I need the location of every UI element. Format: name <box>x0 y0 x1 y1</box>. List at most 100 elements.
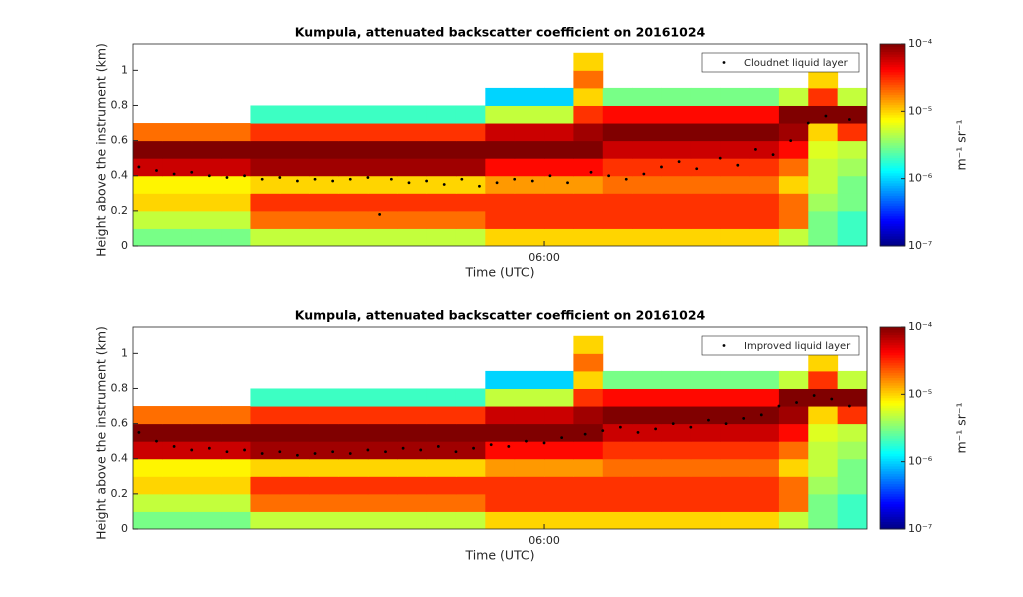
colorbar-slice <box>880 420 905 424</box>
colorbar-slice <box>880 425 905 429</box>
cell <box>544 158 574 177</box>
legend-marker <box>722 61 726 64</box>
cell <box>367 441 398 460</box>
colorbar-slice <box>880 428 905 432</box>
cell <box>808 493 839 512</box>
colorbar-slice <box>880 511 905 515</box>
liquid-layer-point <box>771 153 775 157</box>
cell <box>837 140 867 159</box>
cell <box>367 458 398 477</box>
cell <box>133 406 163 425</box>
cell <box>690 175 721 194</box>
cell <box>632 511 662 529</box>
colorbar-label: m⁻¹ sr⁻¹ <box>954 402 969 453</box>
cell <box>720 87 751 106</box>
colorbar-slice <box>880 122 905 126</box>
cell <box>837 423 867 442</box>
liquid-layer-point <box>695 167 699 171</box>
x-axis-label: Time (UTC) <box>464 265 534 280</box>
cell <box>573 105 604 124</box>
cell <box>397 493 428 512</box>
cell <box>837 406 867 425</box>
colorbar-slice <box>880 157 905 161</box>
cell <box>426 105 457 124</box>
cell <box>544 406 574 425</box>
liquid-layer-point <box>478 184 481 188</box>
colorbar-slice <box>880 337 905 341</box>
liquid-layer-point <box>460 177 464 181</box>
colorbar-slice <box>880 380 905 384</box>
liquid-layer-point <box>442 183 446 186</box>
cell <box>162 123 193 142</box>
cell <box>191 511 222 529</box>
liquid-layer-point <box>624 177 628 181</box>
colorbar-slice <box>880 475 905 479</box>
cell <box>133 140 163 159</box>
cell <box>397 406 428 425</box>
colorbar-slice <box>880 332 905 336</box>
cell <box>221 210 251 229</box>
cell <box>250 388 281 407</box>
cell <box>338 493 369 512</box>
colorbar-slice <box>880 127 905 131</box>
cell <box>455 388 486 407</box>
cell <box>690 511 721 529</box>
colorbar-slice <box>880 352 905 356</box>
liquid-layer-point <box>671 422 675 426</box>
cell <box>808 123 839 142</box>
cell <box>602 228 633 246</box>
liquid-layer-point <box>566 181 569 185</box>
cell <box>191 158 222 177</box>
colorbar-slice <box>880 372 905 376</box>
cell <box>397 140 428 159</box>
cell <box>778 158 809 177</box>
colorbar-slice <box>880 412 905 416</box>
cell <box>514 140 545 159</box>
liquid-layer-point <box>742 416 746 420</box>
cell <box>221 441 251 460</box>
cell <box>221 123 251 142</box>
cell <box>455 193 486 212</box>
colorbar-slice <box>880 66 905 70</box>
cell <box>426 476 457 495</box>
cell <box>279 441 310 460</box>
cell <box>749 423 780 442</box>
cell <box>690 493 721 512</box>
colorbar-slice <box>880 385 905 389</box>
cell <box>162 511 193 529</box>
colorbar-slice <box>880 402 905 406</box>
cell <box>367 158 398 177</box>
colorbar-slice <box>880 112 905 116</box>
colorbar-slice <box>880 172 905 176</box>
colorbar-slice <box>880 89 905 93</box>
cell <box>455 493 486 512</box>
cell <box>162 406 193 425</box>
cell <box>808 70 839 89</box>
colorbar-slice <box>880 240 905 244</box>
colorbar-slice <box>880 374 905 378</box>
cell <box>514 228 545 246</box>
cell <box>837 370 867 389</box>
cell <box>338 476 369 495</box>
cell <box>426 140 457 159</box>
colorbar-slice <box>880 109 905 113</box>
liquid-layer-point <box>278 450 282 454</box>
liquid-layer-point <box>507 445 511 448</box>
cell <box>544 123 574 142</box>
axes-box <box>132 43 868 247</box>
cell <box>602 210 633 229</box>
cell <box>133 458 163 477</box>
cell <box>485 423 516 442</box>
cell <box>749 511 780 529</box>
cell <box>514 87 545 106</box>
colorbar-slice <box>880 205 905 209</box>
cell <box>309 458 340 477</box>
y-tick-label: 0.6 <box>111 134 129 147</box>
cell <box>455 105 486 124</box>
cell <box>250 511 281 529</box>
cell <box>250 140 281 159</box>
colorbar-slice <box>880 483 905 487</box>
cell <box>485 228 516 246</box>
cell <box>397 511 428 529</box>
cell <box>808 210 839 229</box>
